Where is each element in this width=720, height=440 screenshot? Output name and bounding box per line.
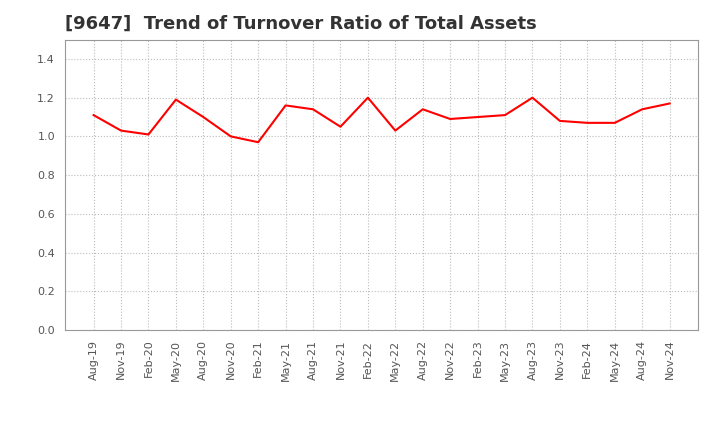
Text: [9647]  Trend of Turnover Ratio of Total Assets: [9647] Trend of Turnover Ratio of Total … <box>65 15 536 33</box>
